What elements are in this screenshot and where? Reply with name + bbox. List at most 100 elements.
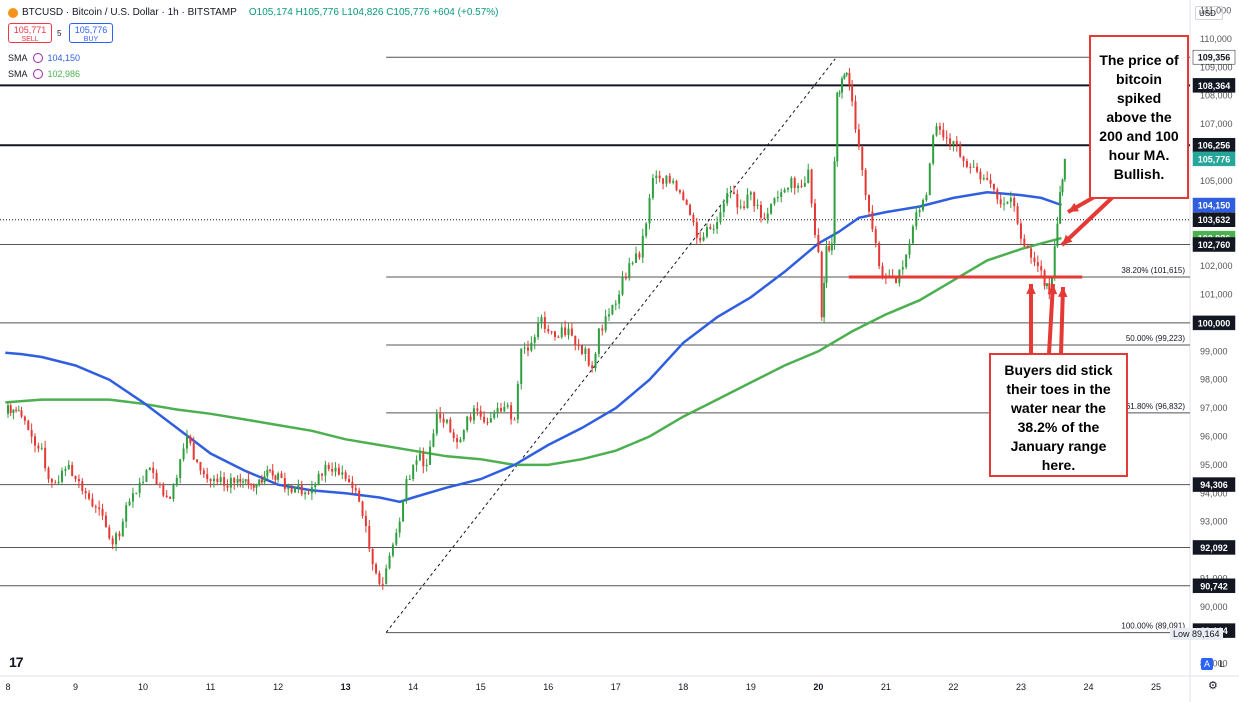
candle-body (675, 180, 678, 191)
candle-body (611, 304, 614, 315)
candle-body (1061, 179, 1064, 193)
candle-body (959, 145, 962, 157)
candle-body (628, 263, 631, 279)
candle-body (98, 507, 101, 509)
candle-body (736, 194, 739, 208)
candle-body (1063, 158, 1066, 180)
candle-body (111, 538, 114, 545)
candle-body (911, 226, 914, 244)
candle-body (334, 467, 337, 472)
candle-body (408, 479, 411, 481)
price-tag (1192, 540, 1236, 555)
candle-body (371, 548, 374, 565)
candle-body (192, 443, 195, 460)
tradingview-logo-icon[interactable]: 17 (9, 654, 24, 670)
candle-body (57, 481, 60, 484)
annotation-arrowhead (1057, 287, 1068, 298)
price-tag (1192, 197, 1236, 213)
candle-body (516, 383, 519, 420)
buy-button[interactable]: 105,776 BUY (69, 23, 113, 43)
price-tag-label: 103,632 (1198, 215, 1231, 225)
candle-body (242, 481, 245, 483)
candle-body (986, 178, 989, 180)
candle-body (71, 464, 74, 476)
candle-body (44, 447, 47, 469)
currency-select[interactable]: USD (1195, 6, 1223, 20)
candle-body (20, 410, 23, 417)
symbol-header[interactable]: BTCUSD · Bitcoin / U.S. Dollar · 1h · BI… (8, 7, 499, 18)
candle-body (861, 146, 864, 171)
symbol-title: BTCUSD · Bitcoin / U.S. Dollar · 1h · BI… (22, 7, 237, 18)
candle-body (172, 483, 175, 499)
candle-body (932, 135, 935, 164)
candle-body (979, 171, 982, 180)
price-tag (1192, 237, 1236, 252)
sma-legend-200[interactable]: SMA 102,986 (8, 69, 80, 79)
candle-body (928, 163, 931, 196)
candle-body (759, 204, 762, 218)
candle-body (77, 479, 80, 482)
candle-body (1023, 238, 1026, 247)
candle-body (476, 408, 479, 411)
candle-body (148, 467, 151, 471)
auto-scale-button[interactable]: A (1201, 658, 1213, 670)
price-tag-label: 106,256 (1198, 141, 1231, 151)
candle-body (864, 170, 867, 196)
candle-body (668, 175, 671, 183)
candle-body (533, 337, 536, 343)
candle-body (763, 217, 766, 219)
sell-button[interactable]: 105,771 SELL (8, 23, 52, 43)
candle-body (496, 408, 499, 413)
candle-body (341, 472, 344, 475)
sma-settings-icon[interactable] (32, 69, 43, 79)
y-tick-label: 94,000 (1200, 488, 1228, 498)
candle-body (523, 347, 526, 349)
candle-body (810, 169, 813, 204)
gear-icon[interactable]: ⚙ (1208, 680, 1218, 692)
candle-body (1019, 223, 1022, 239)
candle-body (672, 180, 675, 183)
candle-body (1026, 246, 1029, 249)
candle-body (925, 195, 928, 201)
candle-body (486, 422, 489, 424)
candle-body (553, 331, 556, 337)
candle-body (678, 190, 681, 193)
candle-body (773, 198, 776, 204)
price-tag (1192, 212, 1236, 227)
sma-settings-icon[interactable] (32, 53, 43, 63)
price-tag-label: 108,364 (1198, 81, 1231, 91)
candle-body (7, 405, 9, 414)
candle-body (836, 92, 839, 162)
candle-body (138, 482, 141, 493)
candle-body (258, 479, 261, 484)
candle-body (972, 166, 975, 168)
candle-body (462, 430, 465, 440)
candle-body (212, 478, 215, 482)
candle-body (1048, 283, 1051, 295)
candle-body (749, 192, 752, 195)
candle-body (381, 583, 384, 585)
log-scale-button[interactable]: L (1219, 659, 1225, 669)
candle-body (418, 453, 421, 461)
candle-body (962, 156, 965, 162)
candle-body (823, 282, 826, 318)
price-tag-label: 104,150 (1198, 201, 1231, 211)
candle-body (942, 129, 945, 138)
candle-body (274, 475, 277, 480)
candle-body (324, 464, 327, 476)
sma-legend-100[interactable]: SMA 104,150 (8, 53, 80, 63)
candle-body (378, 573, 381, 584)
candle-body (537, 323, 540, 338)
candle-body (881, 266, 884, 277)
annotation-bottom: Buyers did stick their toes in the water… (989, 353, 1128, 477)
candle-body (560, 327, 563, 338)
candle-body (439, 413, 442, 419)
candle-body (128, 501, 131, 506)
candle-body (226, 485, 229, 488)
price-tag-label: 100,000 (1198, 318, 1231, 328)
candle-body (175, 477, 178, 484)
candle-body (949, 138, 952, 146)
candle-body (118, 533, 121, 537)
candle-body (635, 253, 638, 263)
